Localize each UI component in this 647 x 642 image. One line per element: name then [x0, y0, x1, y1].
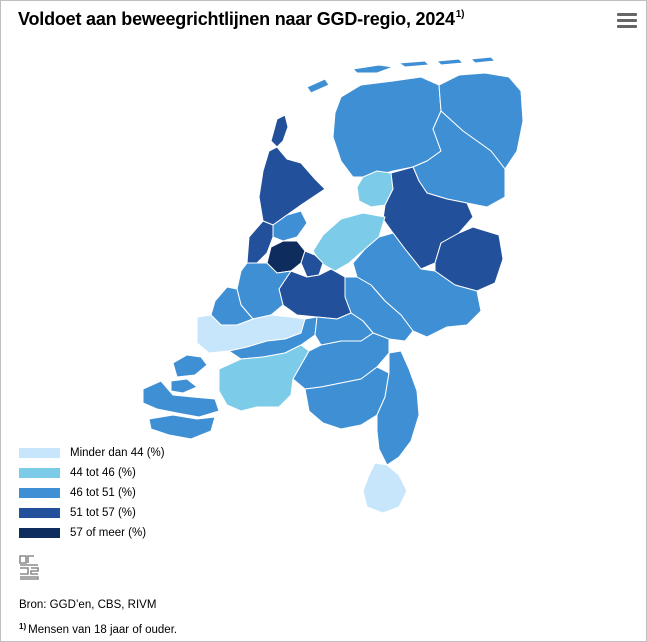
legend-item-lt44[interactable]: Minder dan 44 (%): [19, 443, 165, 463]
legend-label: 46 tot 51 (%): [70, 487, 136, 499]
footnote-text: Mensen van 18 jaar of ouder.: [28, 624, 178, 636]
region-zaanstreek-waterland[interactable]: [272, 210, 308, 242]
region-utrecht[interactable]: [278, 268, 352, 320]
cbs-logo-icon: [19, 555, 39, 580]
legend: Minder dan 44 (%) 44 tot 46 (%) 46 tot 5…: [19, 443, 165, 543]
region-zuid-limburg[interactable]: [362, 462, 408, 514]
region-island-rottumeroog[interactable]: [470, 56, 496, 64]
legend-swatch: [19, 468, 60, 478]
chart-title-text: Voldoet aan beweegrichtlijnen naar GGD-r…: [18, 9, 455, 29]
legend-label: 57 of meer (%): [70, 527, 147, 539]
region-limburg-noord[interactable]: [376, 350, 420, 466]
region-island-terschelling[interactable]: [352, 64, 394, 74]
region-zeeland-walcheren-beveland[interactable]: [142, 380, 220, 418]
legend-swatch: [19, 488, 60, 498]
region-zeeland-schouwen[interactable]: [172, 354, 208, 378]
footnote-marker: 1): [19, 622, 27, 631]
source-note: Bron: GGD’en, CBS, RIVM: [19, 599, 157, 611]
title-footnote-marker: 1): [455, 9, 465, 20]
region-texel[interactable]: [270, 114, 289, 148]
region-island-ameland[interactable]: [398, 60, 430, 68]
hamburger-menu-icon[interactable]: [617, 13, 637, 31]
region-twente[interactable]: [434, 226, 504, 292]
legend-item-51-57[interactable]: 51 tot 57 (%): [19, 503, 165, 523]
region-noord-holland-noord[interactable]: [258, 146, 326, 226]
legend-swatch: [19, 448, 60, 458]
legend-swatch: [19, 508, 60, 518]
footnote: 1) Mensen van 18 jaar of ouder.: [19, 622, 177, 636]
region-island-vlieland[interactable]: [306, 78, 330, 94]
legend-item-46-51[interactable]: 46 tot 51 (%): [19, 483, 165, 503]
region-zeeland-vlaanderen[interactable]: [148, 414, 216, 440]
legend-label: 44 tot 46 (%): [70, 467, 136, 479]
legend-label: Minder dan 44 (%): [70, 447, 165, 459]
legend-label: 51 tot 57 (%): [70, 507, 136, 519]
region-island-schiermonnikoog[interactable]: [436, 58, 464, 66]
region-zeeland-noord-beveland[interactable]: [170, 378, 198, 394]
legend-item-44-46[interactable]: 44 tot 46 (%): [19, 463, 165, 483]
legend-item-57plus[interactable]: 57 of meer (%): [19, 523, 165, 543]
legend-swatch: [19, 528, 60, 538]
chart-title: Voldoet aan beweegrichtlijnen naar GGD-r…: [18, 9, 464, 30]
region-gelderland-zuid[interactable]: [314, 312, 374, 346]
